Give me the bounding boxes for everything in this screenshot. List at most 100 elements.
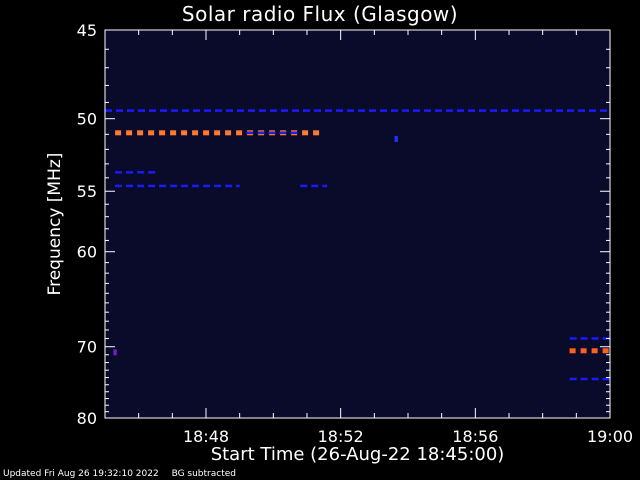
emission-dash	[457, 109, 464, 112]
emission-dash	[138, 109, 145, 112]
emission-dash	[115, 130, 122, 136]
emission-dash	[490, 109, 497, 112]
emission-dash	[192, 130, 199, 136]
emission-dash	[569, 377, 577, 381]
emission-spot-9	[113, 349, 117, 356]
emission-dash	[303, 109, 310, 112]
emission-dash	[391, 109, 398, 112]
emission-dash	[214, 184, 222, 188]
emission-dash	[290, 131, 298, 135]
emission-dash	[281, 109, 288, 112]
emission-dash	[259, 109, 266, 112]
emission-dash	[545, 109, 552, 112]
emission-dash	[602, 348, 609, 354]
emission-band-5	[300, 184, 328, 188]
y-axis-label: Frequency [MHz]	[45, 152, 65, 296]
y-tick-label: 45	[77, 21, 97, 40]
y-tick-label: 50	[77, 110, 97, 129]
emission-dash	[193, 109, 200, 112]
emission-band-7	[569, 348, 609, 354]
emission-dash	[322, 184, 328, 188]
background-subtracted-note: BG subtracted	[171, 469, 236, 479]
emission-dash	[160, 109, 167, 112]
emission-dash	[148, 130, 155, 136]
emission-dash	[127, 109, 134, 112]
emission-dash	[170, 184, 178, 188]
emission-dash	[159, 184, 167, 188]
emission-spot-10	[394, 135, 398, 142]
emission-dash	[137, 171, 145, 174]
emission-dash	[246, 131, 254, 135]
emission-dash	[225, 130, 232, 136]
emission-dash	[580, 337, 588, 340]
emission-band-3	[115, 171, 156, 174]
emission-dash	[336, 109, 343, 112]
emission-dash	[589, 109, 596, 112]
emission-band-0	[105, 109, 607, 112]
emission-dash	[446, 109, 453, 112]
emission-dash	[358, 109, 365, 112]
emission-dash	[369, 109, 376, 112]
y-tick-label: 60	[77, 243, 97, 262]
emission-dash	[600, 109, 607, 112]
emission-dash	[523, 109, 530, 112]
plot-background	[105, 30, 610, 418]
emission-dash	[237, 109, 244, 112]
emission-dash	[347, 109, 354, 112]
emission-dash	[578, 109, 585, 112]
emission-dash	[182, 109, 189, 112]
emission-dash	[424, 109, 431, 112]
emission-dash	[402, 109, 409, 112]
emission-dash	[226, 109, 233, 112]
footer: Updated Fri Aug 26 19:32:10 2022 BG subt…	[3, 469, 246, 479]
emission-dash	[591, 377, 599, 381]
emission-dash	[300, 184, 308, 188]
emission-dash	[311, 184, 319, 188]
emission-dash	[115, 171, 123, 174]
plot-frame	[104, 29, 611, 419]
emission-dash	[181, 184, 189, 188]
y-tick-label: 80	[77, 409, 97, 428]
emission-dash	[236, 184, 240, 188]
emission-dash	[380, 109, 387, 112]
emission-dash	[126, 130, 133, 136]
emission-dash	[248, 109, 255, 112]
emission-dash	[116, 109, 123, 112]
updated-timestamp: Updated Fri Aug 26 19:32:10 2022	[3, 469, 159, 479]
emission-dash	[591, 337, 599, 340]
x-tick-label: 19:00	[587, 427, 633, 446]
emission-dash	[170, 130, 177, 136]
emission-dash	[479, 109, 486, 112]
emission-dash	[314, 109, 321, 112]
emission-dash	[325, 109, 332, 112]
emission-dash	[215, 109, 222, 112]
emission-dash	[214, 130, 221, 136]
emission-dash	[602, 377, 610, 381]
emission-dash	[126, 171, 134, 174]
emission-dash	[569, 348, 576, 354]
emission-dash	[203, 184, 211, 188]
emission-dash	[148, 171, 156, 174]
emission-dash	[137, 184, 145, 188]
emission-dash	[137, 130, 144, 136]
emission-dash	[512, 109, 519, 112]
emission-dash	[591, 348, 598, 354]
emission-dash	[268, 131, 276, 135]
x-tick-label: 18:56	[452, 427, 498, 446]
y-tick-label: 55	[77, 182, 97, 201]
emission-dash	[302, 130, 309, 136]
emission-dash	[468, 109, 475, 112]
emission-dash	[534, 109, 541, 112]
emission-dash	[413, 109, 420, 112]
emission-dash	[257, 131, 265, 135]
y-tick-label: 70	[77, 338, 97, 357]
emission-dash	[126, 184, 134, 188]
emission-dash	[225, 184, 233, 188]
emission-dash	[580, 348, 587, 354]
x-axis-label: Start Time (26-Aug-22 18:45:00)	[210, 444, 505, 465]
emission-dash	[556, 109, 563, 112]
emission-dash	[313, 130, 320, 136]
emission-dash	[567, 109, 574, 112]
emission-dash	[270, 109, 277, 112]
